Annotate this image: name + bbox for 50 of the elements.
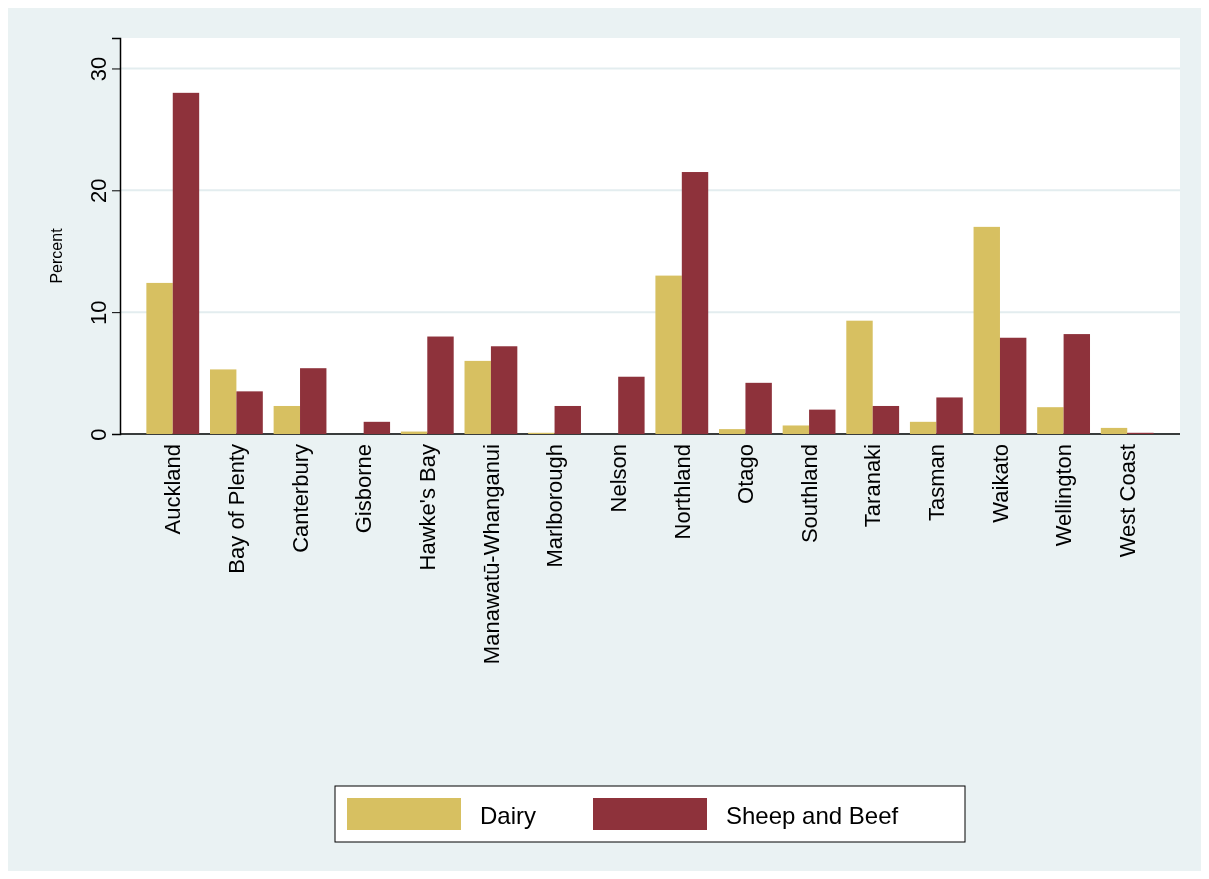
x-tick-label: Gisborne xyxy=(351,444,377,534)
legend-label: Sheep and Beef xyxy=(726,802,899,829)
legend-label: Dairy xyxy=(480,802,537,829)
bar xyxy=(490,346,518,434)
bar xyxy=(554,405,581,434)
x-tick-label: Waikato xyxy=(987,444,1013,523)
bar xyxy=(300,368,327,434)
bar xyxy=(464,360,491,434)
bar xyxy=(655,275,682,434)
bar xyxy=(973,226,1000,434)
y-tick-label: 30 xyxy=(86,56,111,82)
y-axis-title: Percent xyxy=(48,227,65,284)
bar xyxy=(618,376,645,434)
x-tick-label: Canterbury xyxy=(287,444,313,553)
x-tick-label: Otago xyxy=(733,444,759,504)
bar xyxy=(209,369,237,434)
x-tick-label: Auckland xyxy=(160,444,186,535)
bar xyxy=(273,405,301,434)
bar xyxy=(1037,407,1064,434)
bar xyxy=(719,429,746,434)
bar xyxy=(999,337,1027,434)
bar xyxy=(909,421,937,434)
bar xyxy=(745,382,772,434)
bar xyxy=(809,409,836,434)
x-tick-label: Tasman xyxy=(924,444,950,522)
x-tick-label: West Coast xyxy=(1114,444,1140,558)
x-tick-label: Northland xyxy=(669,444,695,540)
x-tick-label: Southland xyxy=(796,444,822,544)
bar xyxy=(681,172,709,434)
bar xyxy=(782,425,810,434)
bar xyxy=(846,320,873,434)
x-tick-label: Hawke's Bay xyxy=(414,444,440,571)
bar xyxy=(172,92,200,434)
bar xyxy=(236,391,263,434)
y-tick-label: 10 xyxy=(86,300,111,325)
y-tick-label: 0 xyxy=(86,428,111,441)
bar xyxy=(936,397,963,434)
bar xyxy=(427,336,454,434)
x-tick-label: Nelson xyxy=(605,444,631,513)
bar xyxy=(363,421,391,434)
bar xyxy=(146,282,173,434)
x-tick-label: Marlborough xyxy=(542,444,568,568)
x-tick-label: Bay of Plenty xyxy=(224,444,250,574)
x-tick-label: Taranaki xyxy=(860,444,886,528)
bar xyxy=(872,405,900,434)
bar xyxy=(1100,427,1128,434)
x-tick-label: Wellington xyxy=(1051,444,1077,547)
bar xyxy=(1063,334,1091,434)
y-tick-label: 20 xyxy=(86,178,111,204)
x-tick-label: Manawatū-Whanganui xyxy=(478,444,504,665)
